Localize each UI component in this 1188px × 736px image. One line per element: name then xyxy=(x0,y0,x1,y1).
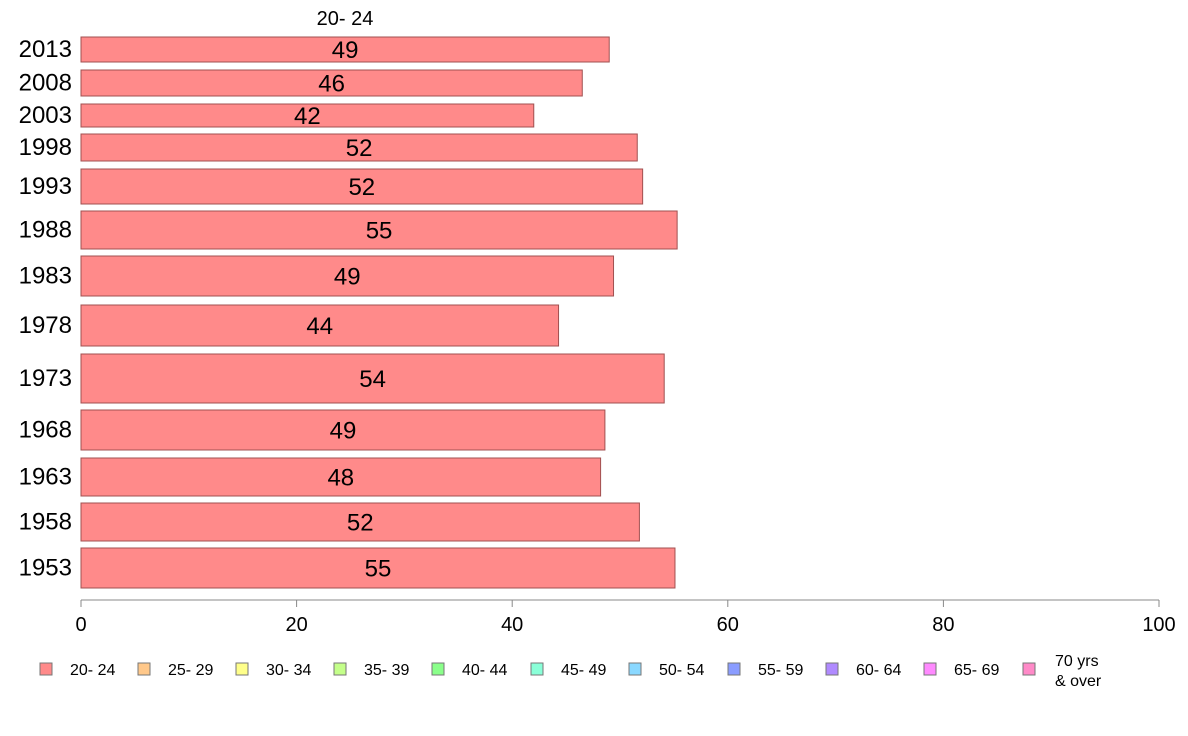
legend-label: 30- 34 xyxy=(266,662,311,679)
legend-item: 55- 59 xyxy=(727,662,803,679)
value-label-1988: 55 xyxy=(366,218,393,245)
x-tick-label-100: 100 xyxy=(1142,614,1175,636)
value-label-1953: 55 xyxy=(365,556,392,583)
legend-label: 45- 49 xyxy=(561,662,606,679)
y-label-2013: 2013 xyxy=(19,36,72,63)
value-label-1958: 52 xyxy=(347,510,374,537)
y-axis-labels: 2013 2008 2003 1998 1993 1988 1983 1978 1973 1968… xyxy=(19,36,72,582)
value-label-2008: 46 xyxy=(318,71,345,98)
y-label-1958: 1958 xyxy=(19,509,72,536)
legend-label: 55- 59 xyxy=(758,662,803,679)
legend-label: 70 yrs & over xyxy=(1055,653,1102,690)
bar-1983 xyxy=(80,255,615,297)
legend-swatch xyxy=(530,662,544,676)
legend-swatch xyxy=(727,662,741,676)
legend-swatch xyxy=(628,662,642,676)
bar-1968 xyxy=(80,409,606,451)
bars-group xyxy=(80,36,678,589)
legend-swatch xyxy=(825,662,839,676)
value-label-1993: 52 xyxy=(348,174,375,201)
bar-1978 xyxy=(80,304,560,347)
legend-swatch xyxy=(431,662,445,676)
y-label-1993: 1993 xyxy=(19,173,72,200)
value-label-1973: 54 xyxy=(359,366,386,393)
legend-label: 25- 29 xyxy=(168,662,213,679)
legend-item: 35- 39 xyxy=(333,662,409,679)
y-label-1998: 1998 xyxy=(19,134,72,161)
legend-item: 25- 29 xyxy=(137,662,213,679)
y-label-1953: 1953 xyxy=(19,555,72,582)
y-label-1978: 1978 xyxy=(19,312,72,339)
bar-1988 xyxy=(80,210,678,250)
legend-item: 65- 69 xyxy=(923,662,999,679)
bar-2013 xyxy=(80,36,610,63)
legend-item: 45- 49 xyxy=(530,662,606,679)
legend-label: 40- 44 xyxy=(462,662,507,679)
y-label-1968: 1968 xyxy=(19,417,72,444)
bar-1963 xyxy=(80,457,602,497)
legend-swatch xyxy=(333,662,347,676)
y-label-1983: 1983 xyxy=(19,263,72,290)
series-title: 20- 24 xyxy=(317,8,374,30)
legend-swatch xyxy=(923,662,937,676)
value-label-1963: 48 xyxy=(327,465,354,492)
legend-item: 60- 64 xyxy=(825,662,901,679)
legend-item: 50- 54 xyxy=(628,662,704,679)
bar-2008 xyxy=(80,69,583,97)
value-label-2003: 42 xyxy=(294,103,321,130)
x-tick-label-0: 0 xyxy=(75,614,86,636)
x-axis: 0 20 40 60 80 100 xyxy=(75,599,1176,636)
value-label-1968: 49 xyxy=(330,418,357,445)
legend-label: 60- 64 xyxy=(856,662,901,679)
bar-1973 xyxy=(80,353,665,404)
legend: 20- 24 25- 29 30- 34 35- 39 40- 44 45- 49 50- … xyxy=(39,653,1102,690)
legend-swatch xyxy=(39,662,53,676)
y-label-1988: 1988 xyxy=(19,217,72,244)
bar-1958 xyxy=(80,502,640,542)
value-label-1978: 44 xyxy=(306,313,333,340)
x-tick-label-60: 60 xyxy=(717,614,739,636)
legend-item: 40- 44 xyxy=(431,662,507,679)
legend-item: 70 yrs & over xyxy=(1022,653,1102,690)
legend-item: 30- 34 xyxy=(235,662,311,679)
x-tick-label-80: 80 xyxy=(932,614,954,636)
legend-label: 20- 24 xyxy=(70,662,115,679)
legend-label: 35- 39 xyxy=(364,662,409,679)
y-label-2003: 2003 xyxy=(19,102,72,129)
legend-item: 20- 24 xyxy=(39,662,115,679)
x-tick-label-20: 20 xyxy=(285,614,307,636)
legend-swatch xyxy=(137,662,151,676)
bar-1998 xyxy=(80,133,638,162)
value-label-1983: 49 xyxy=(334,264,361,291)
bar-1993 xyxy=(80,168,644,205)
value-label-2013: 49 xyxy=(332,37,359,64)
y-label-1963: 1963 xyxy=(19,464,72,491)
bar-1953 xyxy=(80,547,676,589)
legend-label: 65- 69 xyxy=(954,662,999,679)
bar-2003 xyxy=(80,103,535,128)
legend-swatch xyxy=(235,662,249,676)
y-label-1973: 1973 xyxy=(19,365,72,392)
value-label-1998: 52 xyxy=(346,135,373,162)
legend-label: 50- 54 xyxy=(659,662,704,679)
y-label-2008: 2008 xyxy=(19,70,72,97)
legend-swatch xyxy=(1022,662,1036,676)
x-tick-label-40: 40 xyxy=(501,614,523,636)
